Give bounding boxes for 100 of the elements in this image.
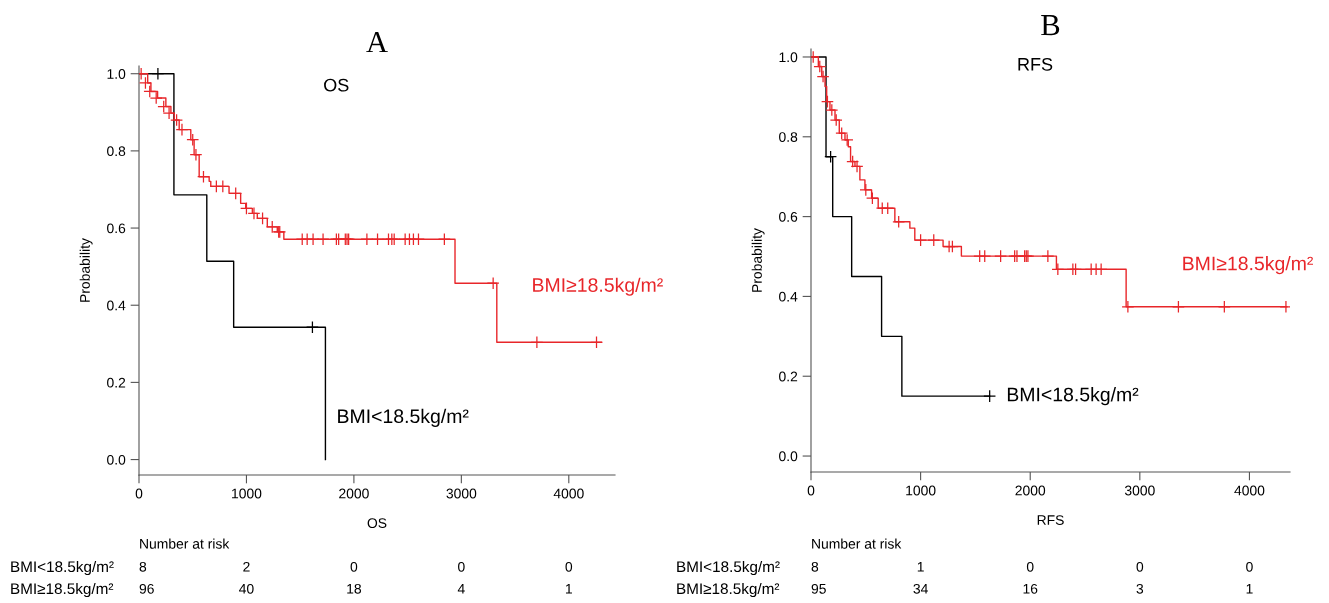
point <box>265 220 279 234</box>
series-label: BMI<18.5kg/m² <box>1007 387 1139 406</box>
text: Number at risk <box>812 538 902 549</box>
point <box>240 201 253 215</box>
x-tick-label: 0 <box>807 485 815 496</box>
point <box>865 191 879 205</box>
point <box>1121 300 1135 314</box>
text: BMI<18.5kg/m² <box>11 560 114 576</box>
point <box>139 76 152 90</box>
point <box>881 201 895 215</box>
x-tick-label: 2000 <box>1015 485 1046 496</box>
point <box>437 232 451 246</box>
point <box>850 159 864 173</box>
point <box>994 249 1008 263</box>
point <box>486 276 500 290</box>
y-tick-label: 0.0 <box>107 454 126 465</box>
text: BMI<18.5kg/m² <box>677 560 780 576</box>
text: 34 <box>913 583 928 594</box>
x-tick-label: 0 <box>135 488 143 499</box>
point <box>186 133 200 147</box>
y-tick-label: 0.6 <box>779 211 798 222</box>
text: 0 <box>565 561 573 572</box>
y-tick-label: 0.6 <box>107 223 126 234</box>
point <box>813 60 827 73</box>
point <box>189 148 203 162</box>
x-tick-label: 3000 <box>446 488 477 499</box>
text: 0 <box>1136 561 1144 572</box>
x-tick-label: 2000 <box>339 488 369 499</box>
y-tick-label: 0.0 <box>779 451 798 462</box>
text: 0 <box>1026 561 1034 572</box>
point <box>983 389 997 403</box>
point <box>590 335 603 349</box>
text: 1 <box>1246 584 1253 594</box>
point <box>859 183 873 197</box>
point <box>316 232 330 246</box>
point <box>170 113 184 127</box>
point <box>825 103 839 117</box>
y-tick-label: 1.0 <box>107 69 126 79</box>
point <box>256 211 270 225</box>
point <box>1041 249 1055 263</box>
x-tick-label: 3000 <box>1124 485 1155 496</box>
point <box>1171 300 1185 314</box>
point <box>305 320 319 334</box>
text: 0 <box>350 561 358 572</box>
y-tick-label: 0.4 <box>779 291 798 302</box>
text: BMI≥18.5kg/m² <box>677 582 780 598</box>
text: 1 <box>565 584 572 594</box>
point <box>1094 262 1108 276</box>
point <box>175 123 189 137</box>
point <box>821 95 834 109</box>
point <box>162 106 176 120</box>
text: 0 <box>1246 561 1253 572</box>
point <box>360 232 374 246</box>
y-tick-label: 0.8 <box>107 146 126 157</box>
x-tick-label: 1000 <box>906 485 936 496</box>
point <box>824 150 838 164</box>
y-tick-label: 0.4 <box>107 300 126 311</box>
text: 8 <box>811 561 819 572</box>
point <box>840 133 854 147</box>
text: 95 <box>811 583 826 594</box>
x-axis-title: RFS <box>1037 515 1064 526</box>
x-tick-label: 4000 <box>1234 485 1265 496</box>
text: 8 <box>139 561 147 572</box>
point <box>530 335 544 349</box>
point <box>197 170 210 184</box>
text: 4 <box>457 584 465 594</box>
point <box>143 85 157 98</box>
point <box>412 232 425 246</box>
point <box>978 249 992 263</box>
point <box>229 186 243 200</box>
point <box>157 100 171 113</box>
text: 0 <box>458 561 465 572</box>
point <box>151 67 165 81</box>
point <box>1051 262 1065 276</box>
x-tick-label: 1000 <box>232 488 262 499</box>
y-axis-title: Probability <box>79 238 93 302</box>
y-axis-title: Probability <box>751 228 765 292</box>
chart-subtitle: RFS <box>1018 57 1053 71</box>
point <box>306 232 320 246</box>
text: 1 <box>917 562 924 572</box>
y-tick-label: 0.8 <box>779 132 798 142</box>
text: 3 <box>1136 583 1144 594</box>
point <box>835 126 849 140</box>
series-label: BMI≥18.5kg/m² <box>1183 256 1314 275</box>
point <box>927 233 941 247</box>
y-tick-label: 0.2 <box>107 377 126 388</box>
point <box>216 179 230 193</box>
point <box>247 206 261 220</box>
point <box>914 233 928 247</box>
point <box>371 232 384 246</box>
point <box>829 113 843 127</box>
chart-title: B <box>1041 15 1060 36</box>
chart-title: A <box>366 31 388 53</box>
text: 40 <box>239 583 254 594</box>
point <box>1217 300 1231 314</box>
point <box>816 70 830 83</box>
text: BMI≥18.5kg/m² <box>11 582 114 598</box>
text: 2 <box>243 561 250 572</box>
x-axis-title: OS <box>367 518 387 529</box>
text: 96 <box>139 583 154 594</box>
